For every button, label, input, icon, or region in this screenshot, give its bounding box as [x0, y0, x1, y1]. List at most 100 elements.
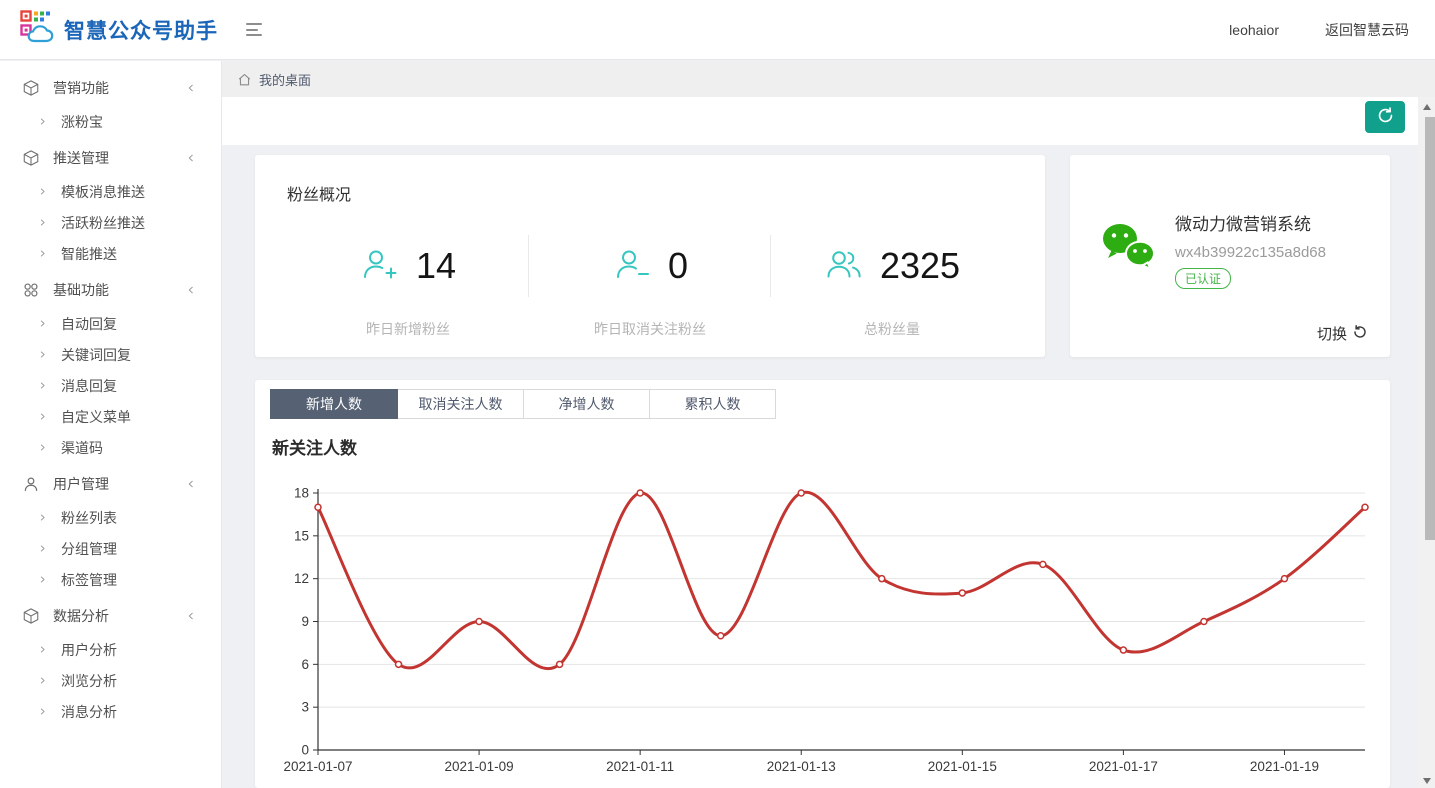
toolbar	[222, 97, 1418, 145]
switch-account-button[interactable]: 切换	[1317, 323, 1368, 344]
sidebar-item-4-1[interactable]: 浏览分析	[0, 665, 221, 696]
svg-text:2021-01-13: 2021-01-13	[767, 759, 836, 774]
qr-cloud-logo-icon	[20, 10, 56, 49]
verified-badge: 已认证	[1175, 267, 1232, 289]
sidebar-section-label: 推送管理	[53, 149, 109, 166]
account-card: 微动力微营销系统 wx4b39922c135a8d68 已认证 切换	[1070, 155, 1390, 357]
sidebar-item-2-3[interactable]: 自定义菜单	[0, 401, 221, 432]
sidebar-section-1[interactable]: 推送管理	[0, 139, 221, 176]
sidebar-section-label: 基础功能	[53, 281, 109, 298]
vertical-scrollbar[interactable]	[1418, 97, 1435, 788]
app-header: 智慧公众号助手 leohaior 返回智慧云码	[0, 0, 1435, 60]
chevron-left-icon	[185, 284, 197, 296]
user-icon	[22, 475, 40, 493]
sidebar: 营销功能涨粉宝推送管理模板消息推送活跃粉丝推送智能推送基础功能自动回复关键词回复…	[0, 61, 222, 788]
stat-label: 昨日新增粉丝	[366, 321, 450, 337]
fans-overview-card: 粉丝概况 14	[255, 155, 1045, 357]
sidebar-item-2-4[interactable]: 渠道码	[0, 432, 221, 463]
chevron-right-icon	[37, 116, 48, 127]
main-area: 我的桌面 粉丝概况	[222, 61, 1435, 788]
home-icon[interactable]	[237, 72, 252, 87]
sidebar-item-1-0[interactable]: 模板消息推送	[0, 176, 221, 207]
stat-label: 总粉丝量	[864, 321, 920, 337]
sidebar-item-1-1[interactable]: 活跃粉丝推送	[0, 207, 221, 238]
chevron-right-icon	[37, 248, 48, 259]
chevron-right-icon	[37, 512, 48, 523]
sidebar-section-4[interactable]: 数据分析	[0, 597, 221, 634]
scrollbar-up-arrow[interactable]	[1418, 99, 1435, 114]
back-to-cloud-link[interactable]: 返回智慧云码	[1325, 21, 1409, 38]
scrollbar-thumb[interactable]	[1425, 117, 1435, 540]
sidebar-item-label: 分组管理	[61, 540, 117, 557]
sidebar-item-label: 自定义菜单	[61, 408, 131, 425]
undo-icon	[1352, 324, 1368, 344]
svg-text:2021-01-09: 2021-01-09	[445, 759, 514, 774]
svg-text:2021-01-11: 2021-01-11	[606, 759, 674, 774]
sidebar-item-4-0[interactable]: 用户分析	[0, 634, 221, 665]
sidebar-item-label: 消息分析	[61, 703, 117, 720]
category-icon	[22, 281, 40, 299]
stat-value: 14	[415, 245, 457, 286]
sidebar-item-label: 用户分析	[61, 641, 117, 658]
svg-text:2021-01-19: 2021-01-19	[1250, 759, 1319, 774]
sidebar-item-4-2[interactable]: 消息分析	[0, 696, 221, 727]
chevron-right-icon	[37, 574, 48, 585]
chevron-right-icon	[37, 675, 48, 686]
chevron-right-icon	[37, 411, 48, 422]
sidebar-item-1-2[interactable]: 智能推送	[0, 238, 221, 269]
chevron-right-icon	[37, 186, 48, 197]
svg-text:18: 18	[294, 486, 309, 501]
sidebar-item-label: 渠道码	[61, 439, 103, 456]
sidebar-item-2-1[interactable]: 关键词回复	[0, 339, 221, 370]
tab-3[interactable]: 累积人数	[650, 389, 776, 419]
user-minus-icon	[612, 246, 652, 286]
svg-text:3: 3	[301, 700, 309, 715]
tab-1[interactable]: 取消关注人数	[398, 389, 524, 419]
card-title: 粉丝概况	[287, 187, 352, 204]
sidebar-item-label: 涨粉宝	[61, 113, 103, 130]
stat-new-fans: 14 昨日新增粉丝	[287, 233, 529, 339]
tab-2[interactable]: 净增人数	[524, 389, 650, 419]
username[interactable]: leohaior	[1229, 21, 1279, 38]
breadcrumb-label[interactable]: 我的桌面	[259, 72, 312, 88]
svg-text:2021-01-15: 2021-01-15	[928, 759, 997, 774]
app-logo: 智慧公众号助手	[0, 10, 222, 49]
refresh-icon	[1376, 106, 1395, 128]
sidebar-item-label: 模板消息推送	[61, 183, 145, 200]
chevron-right-icon	[37, 349, 48, 360]
sidebar-section-0[interactable]: 营销功能	[0, 69, 221, 106]
account-app-id: wx4b39922c135a8d68	[1175, 243, 1326, 261]
refresh-button[interactable]	[1365, 101, 1405, 133]
sidebar-item-label: 关键词回复	[61, 346, 131, 363]
sidebar-item-2-2[interactable]: 消息回复	[0, 370, 221, 401]
sidebar-item-label: 自动回复	[61, 315, 117, 332]
chevron-left-icon	[185, 610, 197, 622]
sidebar-item-2-0[interactable]: 自动回复	[0, 308, 221, 339]
tab-0[interactable]: 新增人数	[270, 389, 398, 419]
cube-icon	[22, 149, 40, 167]
sidebar-item-3-2[interactable]: 标签管理	[0, 564, 221, 595]
chart-title: 新关注人数	[272, 439, 357, 458]
users-icon	[824, 246, 864, 286]
stat-total-fans: 2325 总粉丝量	[771, 233, 1013, 339]
cube-icon	[22, 79, 40, 97]
cube-icon	[22, 607, 40, 625]
sidebar-item-label: 智能推送	[61, 245, 117, 262]
hamburger-icon[interactable]	[242, 19, 266, 40]
svg-text:2021-01-17: 2021-01-17	[1089, 759, 1158, 774]
stat-unfollow-fans: 0 昨日取消关注粉丝	[529, 233, 771, 339]
sidebar-item-0-0[interactable]: 涨粉宝	[0, 106, 221, 137]
chevron-left-icon	[185, 82, 197, 94]
scrollbar-down-arrow[interactable]	[1418, 773, 1435, 788]
sidebar-item-3-0[interactable]: 粉丝列表	[0, 502, 221, 533]
sidebar-item-label: 标签管理	[61, 571, 117, 588]
sidebar-section-label: 营销功能	[53, 79, 109, 96]
sidebar-item-3-1[interactable]: 分组管理	[0, 533, 221, 564]
stat-value: 0	[667, 245, 689, 286]
svg-text:15: 15	[294, 528, 309, 543]
user-plus-icon	[360, 246, 400, 286]
svg-text:0: 0	[301, 743, 309, 758]
sidebar-section-2[interactable]: 基础功能	[0, 271, 221, 308]
sidebar-section-3[interactable]: 用户管理	[0, 465, 221, 502]
tabs: 新增人数 取消关注人数 净增人数 累积人数	[270, 389, 1375, 419]
